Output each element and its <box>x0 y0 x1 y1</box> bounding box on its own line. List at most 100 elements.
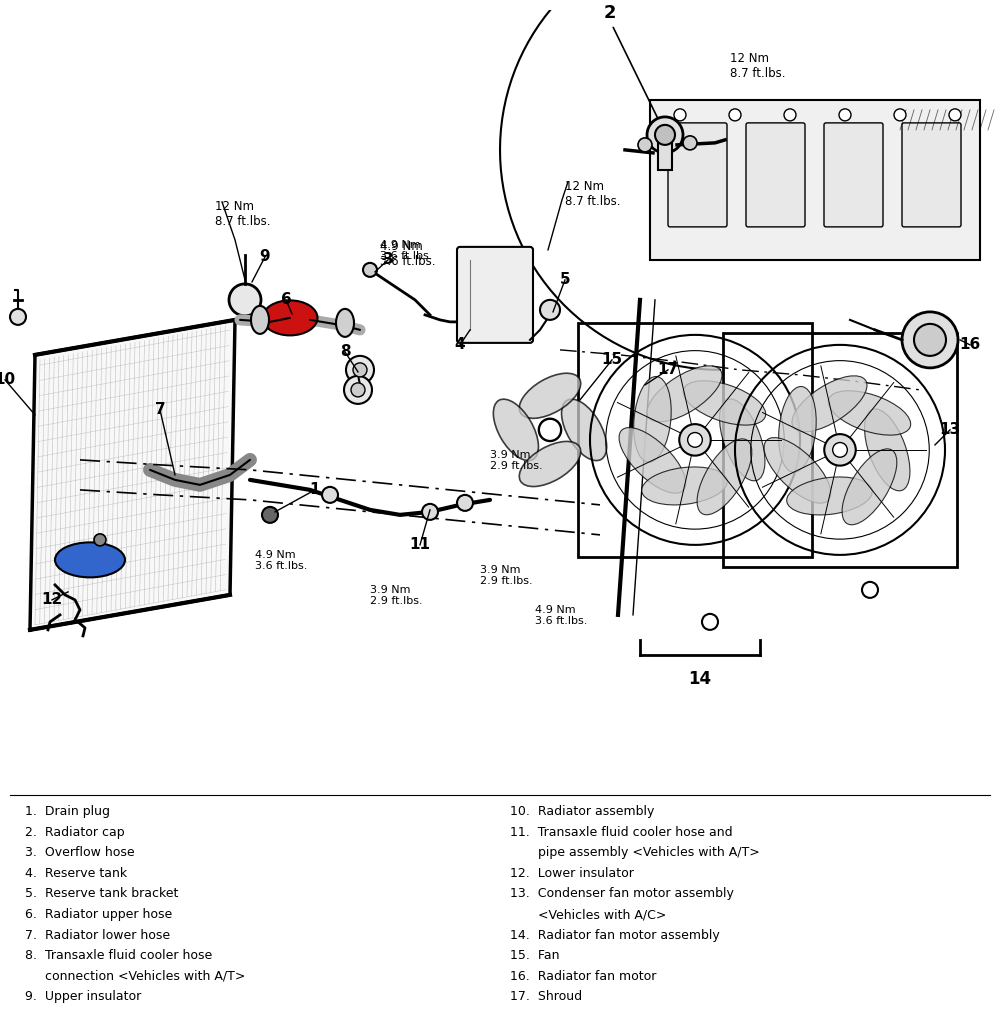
Ellipse shape <box>493 399 538 461</box>
Ellipse shape <box>647 366 722 422</box>
Circle shape <box>346 356 374 384</box>
Text: 7: 7 <box>155 402 165 418</box>
Ellipse shape <box>55 543 125 578</box>
Ellipse shape <box>634 377 671 463</box>
Text: 13.  Condenser fan motor assembly: 13. Condenser fan motor assembly <box>510 887 734 901</box>
Circle shape <box>679 424 711 456</box>
Text: 2: 2 <box>604 4 616 22</box>
Text: 11: 11 <box>410 538 430 552</box>
Circle shape <box>702 614 718 630</box>
FancyBboxPatch shape <box>668 123 727 227</box>
Ellipse shape <box>697 439 752 515</box>
Text: 12: 12 <box>41 592 63 607</box>
Text: 7.  Radiator lower hose: 7. Radiator lower hose <box>25 929 170 942</box>
Text: 15: 15 <box>601 352 623 367</box>
Ellipse shape <box>842 448 897 524</box>
FancyBboxPatch shape <box>902 123 961 227</box>
Polygon shape <box>30 320 235 630</box>
Ellipse shape <box>720 399 765 481</box>
Text: 2.  Radiator cap: 2. Radiator cap <box>25 826 125 839</box>
Circle shape <box>351 383 365 397</box>
Circle shape <box>94 534 106 546</box>
FancyBboxPatch shape <box>746 123 805 227</box>
Text: 1: 1 <box>310 482 320 498</box>
Text: 14: 14 <box>688 670 712 687</box>
Text: 4.  Reserve tank: 4. Reserve tank <box>25 867 127 880</box>
Text: 5: 5 <box>560 272 570 287</box>
Circle shape <box>914 324 946 356</box>
Circle shape <box>674 109 686 121</box>
FancyBboxPatch shape <box>658 140 672 170</box>
Circle shape <box>422 504 438 520</box>
Text: 12.  Lower insulator: 12. Lower insulator <box>510 867 634 880</box>
Text: 1.  Drain plug: 1. Drain plug <box>25 805 110 819</box>
Ellipse shape <box>562 399 607 461</box>
Ellipse shape <box>251 306 269 333</box>
Ellipse shape <box>865 409 910 490</box>
Ellipse shape <box>519 441 581 486</box>
Text: 9: 9 <box>260 249 270 265</box>
Text: 3.9 Nm
2.9 ft.lbs.: 3.9 Nm 2.9 ft.lbs. <box>490 449 543 472</box>
Circle shape <box>457 495 473 511</box>
Text: 4.9 Nm
3.6 ft.lbs.: 4.9 Nm 3.6 ft.lbs. <box>380 240 432 262</box>
Text: 4.9 Nm
3.6 ft.lbs.: 4.9 Nm 3.6 ft.lbs. <box>380 240 436 268</box>
Circle shape <box>729 109 741 121</box>
Text: 11.  Transaxle fluid cooler hose and: 11. Transaxle fluid cooler hose and <box>510 826 733 839</box>
Text: 12 Nm
8.7 ft.lbs.: 12 Nm 8.7 ft.lbs. <box>215 200 270 228</box>
Ellipse shape <box>619 428 686 494</box>
Ellipse shape <box>787 477 872 515</box>
Text: 6.  Radiator upper hose: 6. Radiator upper hose <box>25 908 172 921</box>
FancyBboxPatch shape <box>824 123 883 227</box>
FancyBboxPatch shape <box>457 247 533 343</box>
Circle shape <box>688 433 702 447</box>
Circle shape <box>10 309 26 325</box>
Circle shape <box>683 135 697 150</box>
Circle shape <box>655 125 675 145</box>
Circle shape <box>229 284 261 316</box>
Ellipse shape <box>336 309 354 337</box>
Ellipse shape <box>262 301 318 336</box>
Text: 17.  Shroud: 17. Shroud <box>510 990 582 1003</box>
Text: 3.9 Nm
2.9 ft.lbs.: 3.9 Nm 2.9 ft.lbs. <box>370 585 423 606</box>
Text: 16: 16 <box>959 338 981 352</box>
Text: 17: 17 <box>657 362 679 378</box>
Text: 3.  Overflow hose: 3. Overflow hose <box>25 846 135 860</box>
Text: 8: 8 <box>340 345 350 359</box>
Circle shape <box>862 582 878 598</box>
Text: 12 Nm
8.7 ft.lbs.: 12 Nm 8.7 ft.lbs. <box>730 52 786 80</box>
Circle shape <box>784 109 796 121</box>
Circle shape <box>833 442 847 458</box>
Text: 3: 3 <box>383 252 393 268</box>
Text: 8.  Transaxle fluid cooler hose: 8. Transaxle fluid cooler hose <box>25 949 212 962</box>
Text: 6: 6 <box>281 292 291 308</box>
Circle shape <box>363 263 377 277</box>
Circle shape <box>539 419 561 441</box>
Text: 13: 13 <box>939 423 961 437</box>
Ellipse shape <box>519 373 581 419</box>
Circle shape <box>824 434 856 466</box>
Text: 4: 4 <box>455 338 465 352</box>
Text: <Vehicles with A/C>: <Vehicles with A/C> <box>510 908 666 921</box>
Circle shape <box>949 109 961 121</box>
FancyBboxPatch shape <box>650 100 980 260</box>
Ellipse shape <box>642 467 727 505</box>
Text: 16.  Radiator fan motor: 16. Radiator fan motor <box>510 970 656 983</box>
Ellipse shape <box>779 387 816 472</box>
Text: 9.  Upper insulator: 9. Upper insulator <box>25 990 141 1003</box>
Circle shape <box>344 376 372 404</box>
Circle shape <box>353 363 367 377</box>
Text: 3.9 Nm
2.9 ft.lbs.: 3.9 Nm 2.9 ft.lbs. <box>480 565 533 587</box>
Text: 14.  Radiator fan motor assembly: 14. Radiator fan motor assembly <box>510 929 720 942</box>
Ellipse shape <box>828 391 911 435</box>
Circle shape <box>902 312 958 368</box>
Ellipse shape <box>683 381 766 425</box>
Text: connection <Vehicles with A/T>: connection <Vehicles with A/T> <box>25 970 245 983</box>
Text: 15.  Fan: 15. Fan <box>510 949 560 962</box>
Circle shape <box>839 109 851 121</box>
Circle shape <box>894 109 906 121</box>
Circle shape <box>322 487 338 503</box>
Text: 5.  Reserve tank bracket: 5. Reserve tank bracket <box>25 887 178 901</box>
Circle shape <box>647 117 683 153</box>
Text: 10: 10 <box>0 372 16 388</box>
Text: 10.  Radiator assembly: 10. Radiator assembly <box>510 805 654 819</box>
